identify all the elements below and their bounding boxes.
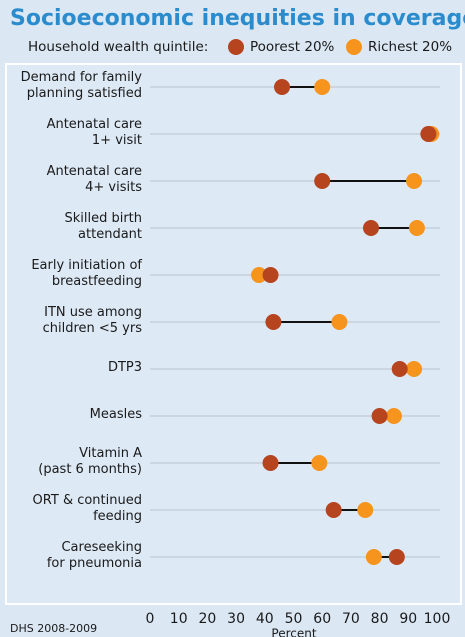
- category-label: Skilled birth attendant: [64, 211, 142, 242]
- dot: [362, 220, 379, 236]
- category-label: Antenatal care 1+ visit: [47, 117, 142, 148]
- category-label: ITN use among children <5 yrs: [43, 305, 143, 336]
- dot: [311, 455, 328, 471]
- x-tick-label: 70: [342, 611, 360, 627]
- dot: [388, 549, 405, 565]
- category-label: Careseeking for pneumonia: [47, 540, 142, 571]
- dot: [314, 79, 331, 95]
- chart-title: Socioeconomic inequities in coverage: [10, 6, 465, 31]
- dot: [420, 126, 437, 142]
- x-axis-label: Percent: [271, 627, 316, 637]
- dot: [408, 220, 425, 236]
- dot: [331, 314, 348, 330]
- source-note: DHS 2008-2009: [10, 622, 97, 635]
- dot: [406, 173, 423, 189]
- dot: [365, 549, 382, 565]
- x-tick-label: 0: [146, 611, 155, 627]
- dot: [251, 267, 268, 283]
- dot: [262, 455, 279, 471]
- x-tick-label: 20: [198, 611, 216, 627]
- x-tick-label: 60: [313, 611, 331, 627]
- x-tick-label: 40: [256, 611, 274, 627]
- category-label: Measles: [90, 407, 143, 422]
- category-label: Demand for family planning satisfied: [21, 70, 143, 101]
- dot: [385, 408, 402, 424]
- category-label: Antenatal care 4+ visits: [47, 164, 143, 195]
- category-label: Early initiation of breastfeeding: [31, 258, 142, 289]
- x-tick-label: 90: [399, 611, 417, 627]
- dot: [406, 361, 423, 377]
- dot: [314, 173, 331, 189]
- x-tick-label: 80: [371, 611, 389, 627]
- dot: [262, 267, 279, 283]
- x-tick-label: 10: [170, 611, 188, 627]
- legend-label: Poorest 20%: [250, 39, 335, 55]
- legend-label: Richest 20%: [368, 39, 452, 55]
- dot: [265, 314, 282, 330]
- category-label: Vitamin A (past 6 months): [38, 446, 142, 477]
- category-label: ORT & continued feeding: [33, 493, 142, 524]
- legend-swatch: [346, 39, 362, 55]
- plot-frame: [5, 63, 462, 605]
- legend-swatch: [228, 39, 244, 55]
- x-tick-label: 50: [285, 611, 303, 627]
- dot: [325, 502, 342, 518]
- legend-title: Household wealth quintile:: [28, 39, 208, 55]
- x-tick-label: 30: [227, 611, 245, 627]
- dot: [371, 408, 388, 424]
- x-tick-label: 100: [424, 611, 451, 627]
- category-label: DTP3: [108, 360, 142, 375]
- dot: [357, 502, 374, 518]
- dot: [274, 79, 291, 95]
- dot: [391, 361, 408, 377]
